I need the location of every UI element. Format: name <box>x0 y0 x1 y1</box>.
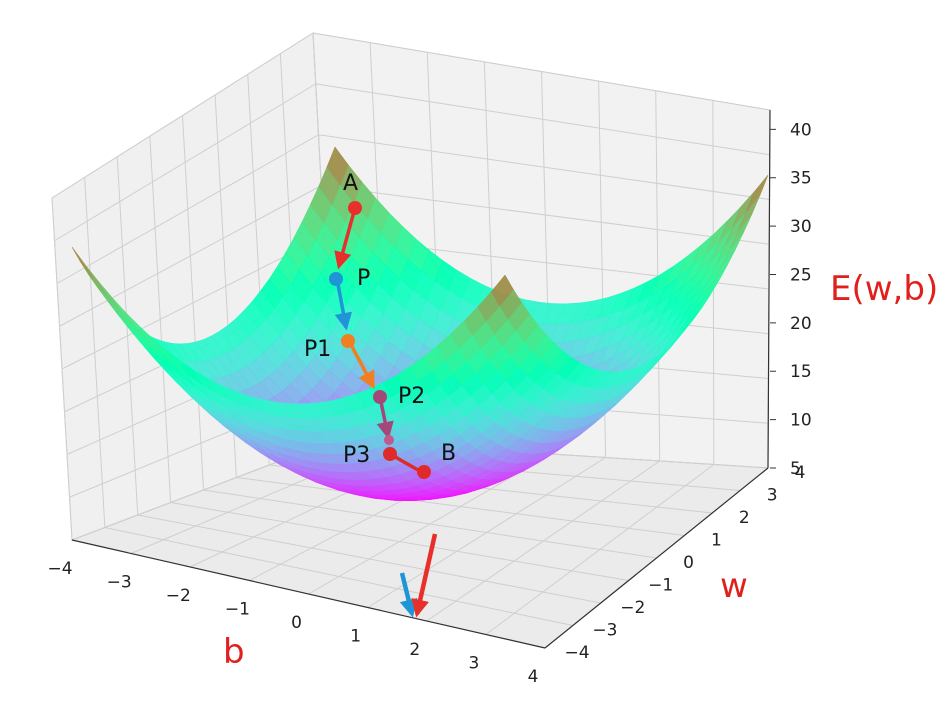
gradient-component-arrows <box>399 533 438 618</box>
point-mid <box>384 435 394 445</box>
w-tick-label: 1 <box>711 531 722 551</box>
b-tick-label: −1 <box>225 600 250 620</box>
surface-patch <box>491 274 514 307</box>
point-b <box>417 465 431 479</box>
w-axis-label: w <box>720 566 748 606</box>
w-tick-label: −2 <box>620 598 645 618</box>
point-p3 <box>383 447 397 461</box>
point-p2 <box>373 390 387 404</box>
label-b: B <box>441 441 456 466</box>
e-tick-label: 35 <box>790 169 812 189</box>
grid-line <box>485 464 715 635</box>
e-tick-label: 5 <box>790 459 801 479</box>
w-tick-label: −1 <box>648 576 673 596</box>
grid-line <box>54 83 317 242</box>
w-tick-label: −4 <box>564 643 589 663</box>
e-tick-label: 25 <box>790 265 812 285</box>
label-p1: P1 <box>304 337 331 362</box>
b-axis-label: b <box>223 632 245 672</box>
grid-line <box>236 477 685 536</box>
b-tick-label: −2 <box>166 586 191 606</box>
e-axis-label: E(w,b) <box>830 269 938 309</box>
grid-line <box>426 460 661 622</box>
axis-edges <box>71 109 771 649</box>
b-tick-label: 3 <box>468 654 479 674</box>
b-tick-label: 2 <box>409 640 420 660</box>
b-tick-label: 4 <box>528 667 539 687</box>
gradient-path: A P P1 P2 P3 B <box>304 171 456 479</box>
point-p1 <box>341 334 355 348</box>
grid-line <box>203 489 657 559</box>
e-tick-label: 30 <box>790 217 812 237</box>
segment-p1-p2 <box>347 340 375 390</box>
label-p: P <box>357 266 370 291</box>
point-a <box>348 201 362 215</box>
b-tick-label: −4 <box>47 559 72 579</box>
w-tick-label: 0 <box>683 553 694 573</box>
arrow-red <box>411 533 438 618</box>
w-tick-label: 4 <box>795 463 806 483</box>
e-tick-label: 40 <box>790 120 812 140</box>
w-tick-label: 3 <box>767 486 778 506</box>
b-tick-label: 1 <box>350 627 361 647</box>
b-tick-label: −3 <box>107 573 132 593</box>
e-tick-label: 20 <box>790 314 812 334</box>
grid-line <box>367 457 606 608</box>
label-p3: P3 <box>343 443 370 468</box>
axis-ticks: −4−3−2−101234−4−3−2−10123451015202530354… <box>47 120 811 687</box>
grid-line <box>61 236 325 370</box>
grid-line <box>56 134 319 284</box>
label-p2: P2 <box>398 384 425 409</box>
e-tick-label: 10 <box>790 411 812 431</box>
grid-line <box>59 185 322 327</box>
b-tick-label: 0 <box>291 613 302 633</box>
arrow-blue <box>399 572 418 618</box>
segment-a-p <box>334 207 357 270</box>
surface-mesh <box>71 146 769 502</box>
e-tick-label: 15 <box>790 362 812 382</box>
segment-p-p1 <box>334 278 353 331</box>
grid-line <box>51 32 314 199</box>
point-p <box>329 272 343 286</box>
w-tick-label: 2 <box>739 508 750 528</box>
label-a: A <box>343 171 358 196</box>
w-tick-label: −3 <box>592 621 617 641</box>
